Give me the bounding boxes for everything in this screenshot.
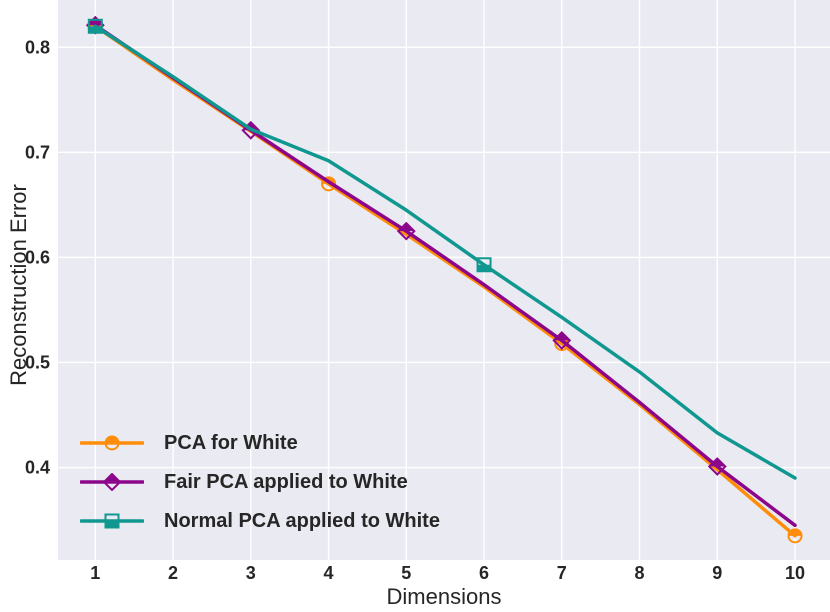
diamond-marker-icon [102,473,122,491]
x-tick-label: 7 [557,563,567,583]
plot-background [58,0,830,560]
y-tick-label: 0.8 [25,37,50,57]
x-tick-label: 4 [324,563,334,583]
x-tick-label: 5 [401,563,411,583]
legend: PCA for White Fair PCA applied to White … [80,430,440,534]
series-line [93,24,797,480]
y-axis-label: Reconstruction Error [6,184,31,386]
legend-label: PCA for White [164,431,298,454]
diamond-marker-icon [396,221,416,241]
gridlines [58,0,830,560]
legend-sample-square-icon [80,513,144,529]
plot-area [58,0,830,560]
data-series [85,15,803,544]
legend-item-fair-pca-applied-to-white: Fair PCA applied to White [80,469,440,495]
x-tick-label: 8 [635,563,645,583]
circle-marker-icon [787,528,803,544]
legend-label: Normal PCA applied to White [164,509,440,532]
y-tick-label: 0.4 [25,458,50,478]
x-tick-label: 3 [246,563,256,583]
y-tick-labels: 0.4 0.5 0.6 0.7 0.8 [25,37,50,477]
x-tick-label: 10 [785,563,805,583]
square-marker-icon [476,257,492,273]
y-tick-label: 0.7 [25,142,50,162]
diamond-marker-icon [552,330,572,350]
x-tick-labels: 1 2 3 4 5 6 7 8 9 10 [90,563,805,583]
legend-item-pca-for-white: PCA for White [80,430,440,456]
x-axis-label: Dimensions [387,584,502,609]
square-marker-icon [104,513,120,529]
diamond-marker-icon [707,457,727,476]
legend-sample-diamond-icon [80,473,144,491]
y-tick-label: 0.6 [25,247,50,267]
x-tick-label: 2 [168,563,178,583]
legend-item-normal-pca-applied-to-white: Normal PCA applied to White [80,508,440,534]
x-tick-label: 6 [479,563,489,583]
x-tick-label: 1 [90,563,100,583]
y-tick-label: 0.5 [25,352,50,372]
circle-marker-icon [104,435,120,451]
square-marker-icon [87,18,103,34]
legend-label: Fair PCA applied to White [164,470,408,493]
legend-sample-circle-icon [80,435,144,451]
x-tick-label: 9 [712,563,722,583]
